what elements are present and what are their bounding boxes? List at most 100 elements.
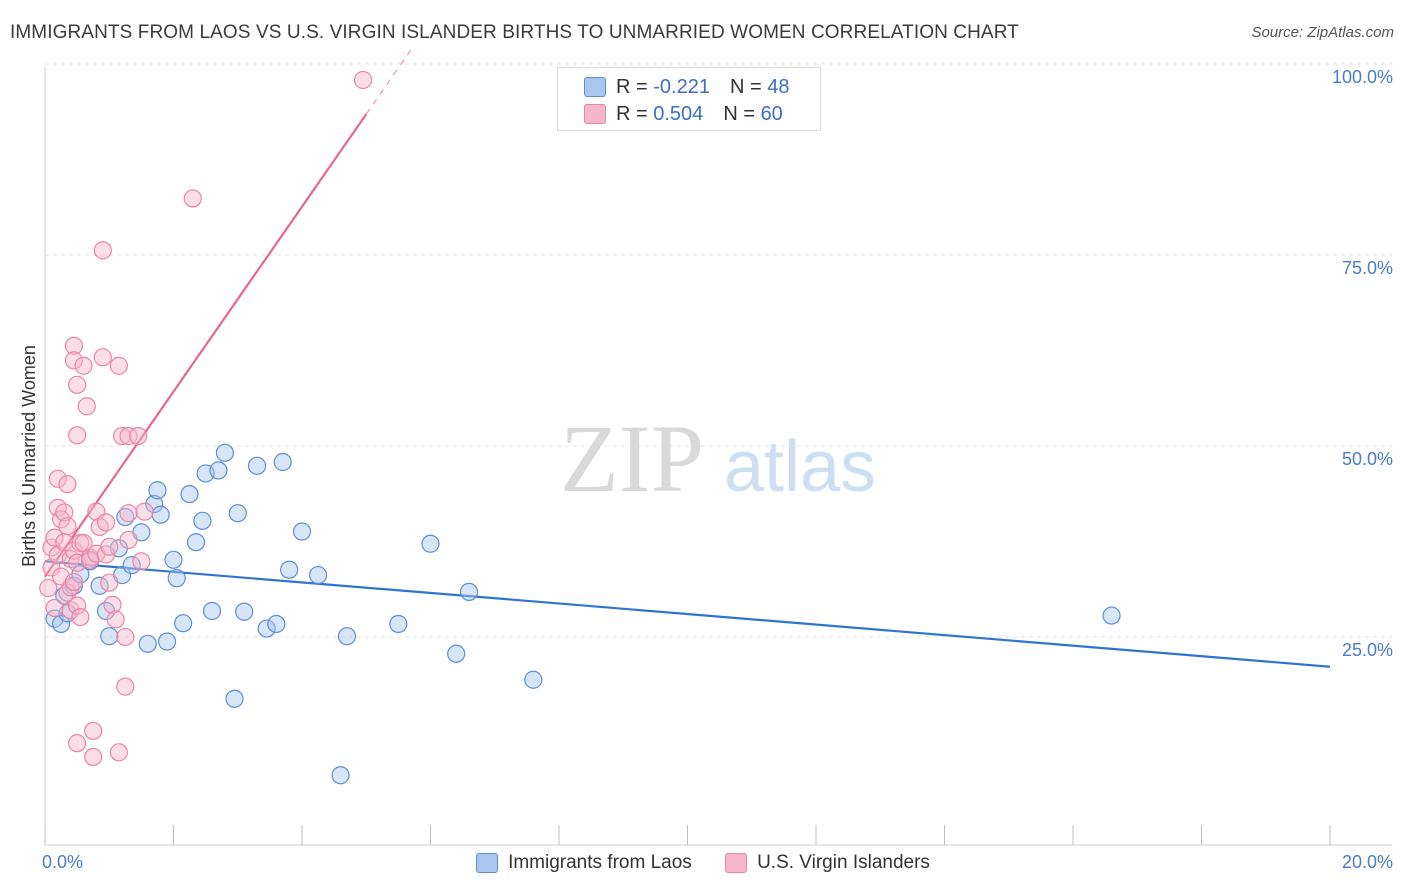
data-point[interactable] [209,461,228,480]
data-point[interactable] [215,443,234,462]
data-point[interactable] [202,601,222,621]
data-point[interactable] [109,356,128,375]
data-point[interactable] [119,530,138,550]
legend-item-virgin-islanders[interactable]: U.S. Virgin Islanders [725,852,930,874]
data-point[interactable] [100,573,119,592]
data-point[interactable] [68,375,87,394]
data-point[interactable] [100,537,119,556]
legend-swatch-virgin-islanders [584,104,606,124]
source-label: Source: ZipAtlas.com [1251,24,1394,41]
data-point[interactable] [77,397,96,416]
legend-label-virgin-islanders: U.S. Virgin Islanders [757,852,930,873]
chart-title: IMMIGRANTS FROM LAOS VS U.S. VIRGIN ISLA… [10,22,1019,43]
data-point[interactable] [93,241,112,260]
data-point[interactable] [39,578,58,598]
data-point[interactable] [129,426,148,446]
trend-line-dashed [365,49,412,115]
tick-labels: 25.0% 50.0% 75.0% 100.0% 0.0% 20.0% [42,67,1393,872]
r-label: R = [616,102,648,125]
data-point[interactable] [389,614,408,634]
series-immigrants-from-laos [45,443,1121,785]
data-point[interactable] [122,556,141,575]
data-point[interactable] [235,602,254,621]
axes [44,67,1392,846]
data-point[interactable] [247,456,267,475]
data-point[interactable] [331,766,350,785]
series-us-virgin-islanders [39,70,373,767]
data-point[interactable] [106,610,125,629]
data-point[interactable] [45,528,64,547]
data-point[interactable] [180,484,199,504]
n-label: N = [723,102,755,125]
data-point[interactable] [68,734,87,753]
data-point[interactable] [183,189,202,208]
y-axis-label: Births to Unmarried Women [19,345,39,567]
data-point[interactable] [68,596,87,615]
legend-row-laos: R = -0.221 N = 48 [584,75,789,99]
data-point[interactable] [308,565,328,585]
data-point[interactable] [74,356,93,375]
data-point[interactable] [421,534,440,553]
data-point[interactable] [58,475,77,494]
data-point[interactable] [174,614,193,633]
data-point[interactable] [64,351,84,370]
y-tick-label: 50.0% [1342,449,1393,469]
data-point[interactable] [135,502,154,521]
data-point[interactable] [96,513,116,532]
data-point[interactable] [267,614,286,634]
data-point[interactable] [103,595,122,614]
data-point[interactable] [68,426,87,445]
data-point[interactable] [45,598,64,618]
data-point[interactable] [1102,606,1121,625]
data-point[interactable] [93,348,112,367]
trend-line-solid [44,560,1331,668]
legend-item-laos[interactable]: Immigrants from Laos [476,852,692,874]
data-point[interactable] [84,721,103,741]
data-point[interactable] [164,550,183,569]
data-point[interactable] [58,583,77,602]
data-point[interactable] [71,565,90,584]
data-point[interactable] [447,644,466,663]
data-point[interactable] [186,533,206,552]
data-point[interactable] [109,743,128,762]
gridlines [45,63,1392,638]
data-point[interactable] [148,481,167,500]
data-point[interactable] [71,607,90,627]
data-point[interactable] [64,336,84,355]
data-point[interactable] [61,578,80,597]
data-point[interactable] [459,582,479,601]
data-point[interactable] [273,452,292,472]
data-point[interactable] [524,670,543,689]
data-point[interactable] [112,426,132,446]
data-point[interactable] [257,619,276,638]
data-point[interactable] [100,627,119,646]
data-point[interactable] [116,627,135,647]
data-point[interactable] [193,511,212,530]
data-point[interactable] [138,634,157,653]
watermark-zip: ZIP [560,405,704,512]
data-point[interactable] [119,504,138,523]
data-point[interactable] [228,504,247,523]
data-point[interactable] [157,632,177,651]
legend-swatch-laos [584,77,606,97]
data-point[interactable] [151,505,170,524]
data-point[interactable] [145,494,164,514]
data-point[interactable] [55,503,74,522]
data-point[interactable] [167,569,186,588]
data-point[interactable] [116,677,135,696]
r-value: 0.504 [653,102,704,125]
data-point[interactable] [292,522,312,541]
data-point[interactable] [58,517,77,536]
trend-lines [44,49,1331,668]
data-point[interactable] [280,560,299,579]
data-point[interactable] [84,747,103,767]
data-point[interactable] [353,70,373,90]
data-point[interactable] [225,689,244,708]
n-value: 48 [767,75,790,98]
data-point[interactable] [64,572,84,592]
data-point[interactable] [132,552,151,571]
data-point[interactable] [337,627,357,646]
data-point[interactable] [51,614,71,634]
data-point[interactable] [119,426,138,446]
data-point[interactable] [48,469,67,488]
